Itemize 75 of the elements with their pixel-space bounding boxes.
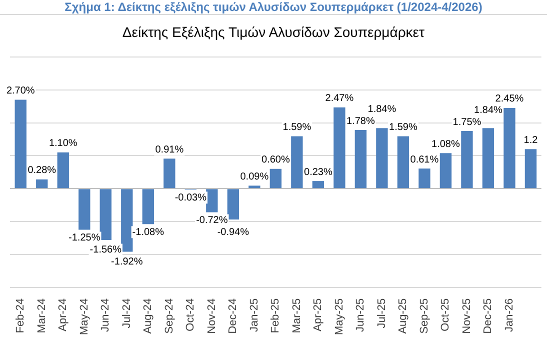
chart-title: Σχήμα 1: Δείκτης εξέλιξης τιμών Αλυσίδων Σουπερμάρκετ (1/2024-4/2026): [0, 0, 547, 15]
bar: [504, 108, 516, 188]
data-label: 0.60%: [261, 154, 290, 166]
data-label: -1.56%: [90, 244, 122, 256]
bar: [334, 107, 346, 188]
x-tick-label: Sep-25: [418, 298, 430, 334]
data-label: 1.84%: [474, 104, 502, 116]
data-label: 1.08%: [432, 138, 460, 150]
bar: [376, 128, 388, 188]
bar: [36, 179, 48, 188]
data-label: -0.03%: [174, 192, 207, 204]
data-label: 1.59%: [389, 122, 418, 134]
data-label: -0.72%: [196, 215, 228, 226]
data-label: 1.2: [524, 134, 538, 146]
data-label: 0.91%: [155, 144, 184, 156]
bar: [78, 189, 90, 230]
x-tick-label: Dec-25: [482, 298, 494, 334]
x-tick-label: Feb-24: [14, 298, 27, 334]
x-tick-label: May-24: [78, 298, 90, 336]
bar: [100, 189, 112, 240]
bar: [524, 149, 537, 188]
x-tick-label: Apr-25: [312, 298, 324, 332]
x-tick-label: Nov-24: [206, 298, 218, 334]
bar: [270, 168, 282, 188]
x-tick-label: Oct-25: [440, 298, 452, 332]
data-label: -1.92%: [111, 256, 143, 268]
x-tick-label: Jan-26: [503, 298, 516, 332]
data-label: 2.70%: [6, 86, 35, 97]
data-label: 0.23%: [304, 166, 332, 178]
x-tick-label: Jan-25: [248, 298, 260, 332]
bar: [14, 100, 26, 188]
x-tick-label: Feb-25: [270, 298, 282, 334]
x-tick-label: May-25: [333, 298, 346, 336]
x-tick-label: Mar-24: [36, 298, 48, 334]
x-tick-label: Oct-24: [184, 298, 197, 332]
bar: [461, 131, 473, 188]
data-label: 1.75%: [452, 116, 482, 128]
data-label: 0.28%: [28, 165, 56, 176]
bar: [206, 189, 218, 212]
bar: [418, 168, 430, 188]
data-label: 0.09%: [240, 171, 269, 182]
bar: [354, 130, 367, 188]
bar: [121, 189, 133, 252]
x-tick-label: Jul-24: [120, 298, 133, 328]
x-tick-label: Aug-24: [142, 298, 154, 334]
data-label: 1.78%: [346, 116, 375, 127]
data-label: 1.59%: [282, 122, 312, 134]
data-label: -1.25%: [68, 232, 100, 244]
data-label: -1.08%: [132, 226, 164, 238]
bar: [482, 128, 494, 188]
x-tick-label: Jun-25: [354, 298, 367, 332]
bar: [440, 153, 452, 188]
bar: [164, 158, 176, 188]
x-tick-label: Aug-25: [397, 298, 410, 334]
data-label: 0.61%: [410, 154, 439, 166]
bar: [312, 181, 324, 188]
data-label: 2.45%: [495, 94, 524, 105]
bar: [57, 152, 69, 188]
data-label: 2.47%: [325, 93, 354, 104]
data-label: 1.84%: [368, 104, 396, 115]
bar: [291, 136, 303, 188]
x-tick-label: Dec-24: [227, 298, 240, 334]
x-tick-label: Mar-25: [290, 298, 303, 334]
data-label: 1.10%: [48, 138, 78, 150]
x-tick-label: Apr-24: [57, 298, 70, 332]
x-tick-label: Jul-25: [376, 298, 388, 328]
data-label: -0.94%: [217, 227, 250, 238]
chart-subtitle: Δείκτης Εξέλιξης Τιμών Αλυσίδων Σουπερμάρκετ: [121, 23, 426, 42]
x-tick-label: Sep-24: [163, 298, 176, 334]
bar: [397, 136, 410, 188]
bar: [227, 189, 240, 220]
x-tick-label: Jun-24: [100, 298, 112, 332]
bar: [248, 186, 260, 188]
bar: [142, 189, 154, 224]
x-tick-label: Nov-25: [460, 298, 473, 334]
